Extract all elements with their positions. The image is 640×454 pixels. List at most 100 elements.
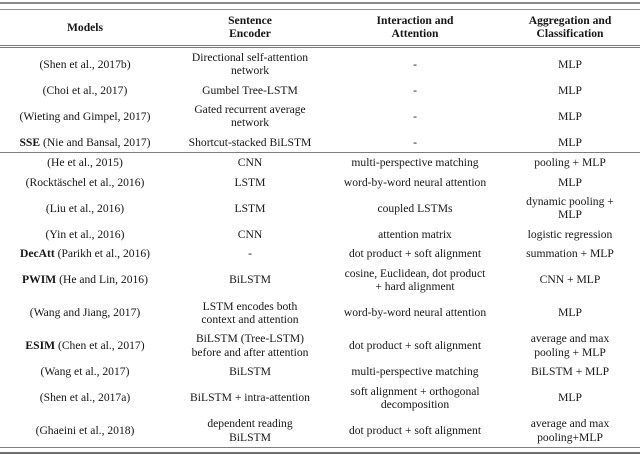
model-name-bold: ESIM [25, 339, 56, 353]
interaction-attention-cell: dot product + soft alignment [330, 244, 500, 263]
model-citation: (Choi et al., 2017) [42, 83, 128, 97]
sentence-encoder-cell: BiLSTM [170, 362, 330, 381]
interaction-attention-value: attention matrix [378, 227, 452, 241]
table-row: DecAtt (Parikh et al., 2016) - dot produ… [0, 244, 640, 263]
aggregation-classification-cell: dynamic pooling + MLP [500, 192, 640, 225]
model-citation: (Wang et al., 2017) [40, 365, 130, 379]
aggregation-classification-cell: CNN + MLP [500, 264, 640, 297]
table-row: (He et al., 2015) CNN multi-perspective … [0, 153, 640, 173]
model-cell: (Shen et al., 2017a) [0, 382, 170, 415]
aggregation-classification-cell: MLP [500, 81, 640, 100]
aggregation-classification-value: CNN + MLP [539, 273, 601, 287]
aggregation-classification-value: average and max pooling + MLP [530, 332, 610, 359]
interaction-attention-cell: coupled LSTMs [330, 192, 500, 225]
model-citation: (Ghaeini et al., 2018) [35, 424, 135, 438]
model-citation: (Nie and Bansal, 2017) [40, 135, 151, 149]
aggregation-classification-cell: average and max pooling+MLP [500, 414, 640, 447]
aggregation-classification-value: MLP [558, 175, 582, 189]
interaction-attention-cell: - [330, 46, 500, 80]
table-row: ESIM (Chen et al., 2017) BiLSTM (Tree-LS… [0, 329, 640, 362]
table-row: (Shen et al., 2017a) BiLSTM + intra-atte… [0, 382, 640, 415]
interaction-attention-value: - [413, 83, 417, 97]
interaction-attention-cell: - [330, 100, 500, 133]
sentence-encoder-cell: CNN [170, 153, 330, 173]
sentence-encoder-value: BiLSTM [229, 365, 271, 379]
aggregation-classification-value: pooling + MLP [534, 156, 606, 170]
model-cell: (Wang and Jiang, 2017) [0, 297, 170, 330]
models-comparison-table: Models Sentence Encoder Interaction and … [0, 10, 640, 447]
aggregation-classification-cell: BiLSTM + MLP [500, 362, 640, 381]
model-citation: (Chen et al., 2017) [55, 339, 145, 353]
sentence-encoder-value: dependent reading BiLSTM [207, 417, 293, 444]
model-citation: (Yin et al., 2016) [45, 227, 125, 241]
interaction-attention-value: soft alignment + orthogonal decompositio… [350, 384, 480, 411]
interaction-attention-cell: soft alignment + orthogonal decompositio… [330, 382, 500, 415]
table-row: (Ghaeini et al., 2018) dependent reading… [0, 414, 640, 447]
sentence-encoder-cell: - [170, 244, 330, 263]
aggregation-classification-value: MLP [558, 83, 582, 97]
model-cell: (Shen et al., 2017b) [0, 46, 170, 80]
interaction-attention-cell: cosine, Euclidean, dot product + hard al… [330, 264, 500, 297]
model-cell: (Wieting and Gimpel, 2017) [0, 100, 170, 133]
aggregation-classification-cell: logistic regression [500, 225, 640, 244]
aggregation-classification-cell: MLP [500, 100, 640, 133]
model-citation: (He et al., 2015) [47, 156, 123, 170]
table-row: (Liu et al., 2016) LSTM coupled LSTMs dy… [0, 192, 640, 225]
header-sentence-encoder-label: Sentence Encoder [228, 14, 272, 41]
interaction-attention-cell: multi-perspective matching [330, 153, 500, 173]
table-header: Models Sentence Encoder Interaction and … [0, 10, 640, 48]
sentence-encoder-cell: Shortcut-stacked BiLSTM [170, 132, 330, 154]
aggregation-classification-value: MLP [558, 109, 582, 123]
aggregation-classification-cell: MLP [500, 46, 640, 80]
interaction-attention-value: - [413, 135, 417, 149]
table-row: PWIM (He and Lin, 2016) BiLSTM cosine, E… [0, 264, 640, 297]
interaction-attention-cell: dot product + soft alignment [330, 414, 500, 447]
table-row: (Rocktäschel et al., 2016) LSTM word-by-… [0, 173, 640, 192]
sentence-encoder-value: Gated recurrent average network [194, 103, 306, 130]
model-cell: (Wang et al., 2017) [0, 362, 170, 381]
header-aggregation-classification: Aggregation and Classification [500, 10, 640, 48]
model-citation: (Wieting and Gimpel, 2017) [19, 109, 151, 123]
aggregation-classification-cell: MLP [500, 173, 640, 192]
aggregation-classification-value: MLP [558, 391, 582, 405]
model-name-bold: DecAtt [19, 247, 55, 261]
header-aggregation-classification-label: Aggregation and Classification [528, 14, 612, 41]
interaction-attention-value: cosine, Euclidean, dot product + hard al… [344, 266, 486, 294]
interaction-attention-cell: - [330, 81, 500, 100]
model-citation: (Parikh et al., 2016) [54, 247, 151, 261]
model-cell: DecAtt (Parikh et al., 2016) [0, 244, 170, 263]
aggregation-classification-cell: MLP [500, 132, 640, 154]
aggregation-classification-cell: MLP [500, 297, 640, 330]
sentence-encoder-cell: dependent reading BiLSTM [170, 414, 330, 447]
interaction-attention-value: word-by-word neural attention [343, 175, 487, 189]
interaction-attention-value: dot product + soft alignment [348, 424, 482, 438]
sentence-encoder-cell: Gumbel Tree-LSTM [170, 81, 330, 100]
table-row: (Wang and Jiang, 2017) LSTM encodes both… [0, 297, 640, 330]
sentence-encoder-value: LSTM [234, 201, 266, 215]
sentence-encoder-value: LSTM [234, 175, 266, 189]
sentence-encoder-cell: Gated recurrent average network [170, 100, 330, 133]
model-cell: PWIM (He and Lin, 2016) [0, 264, 170, 297]
model-cell: (Ghaeini et al., 2018) [0, 414, 170, 447]
model-cell: ESIM (Chen et al., 2017) [0, 329, 170, 362]
header-models-label: Models [66, 20, 104, 34]
aggregation-classification-value: BiLSTM + MLP [530, 365, 610, 379]
table-row: (Choi et al., 2017) Gumbel Tree-LSTM - M… [0, 81, 640, 100]
table-row: (Shen et al., 2017b) Directional self-at… [0, 46, 640, 80]
model-citation: (Shen et al., 2017b) [39, 57, 131, 71]
model-cell: SSE (Nie and Bansal, 2017) [0, 132, 170, 154]
header-interaction-attention-label: Interaction and Attention [376, 14, 454, 41]
interaction-attention-cell: - [330, 132, 500, 154]
model-cell: (He et al., 2015) [0, 153, 170, 173]
header-interaction-attention: Interaction and Attention [330, 10, 500, 48]
sentence-encoder-value: Directional self-attention network [191, 50, 309, 78]
interaction-attention-cell: multi-perspective matching [330, 362, 500, 381]
sentence-encoder-value: CNN [237, 156, 263, 170]
sentence-encoder-cell: BiLSTM + intra-attention [170, 382, 330, 415]
interaction-models-group: (He et al., 2015) CNN multi-perspective … [0, 153, 640, 447]
aggregation-classification-cell: average and max pooling + MLP [500, 329, 640, 362]
aggregation-classification-value: dynamic pooling + MLP [526, 195, 614, 222]
header-row: Models Sentence Encoder Interaction and … [0, 10, 640, 48]
sentence-encoder-value: CNN [237, 227, 263, 241]
sentence-encoder-cell: LSTM [170, 192, 330, 225]
